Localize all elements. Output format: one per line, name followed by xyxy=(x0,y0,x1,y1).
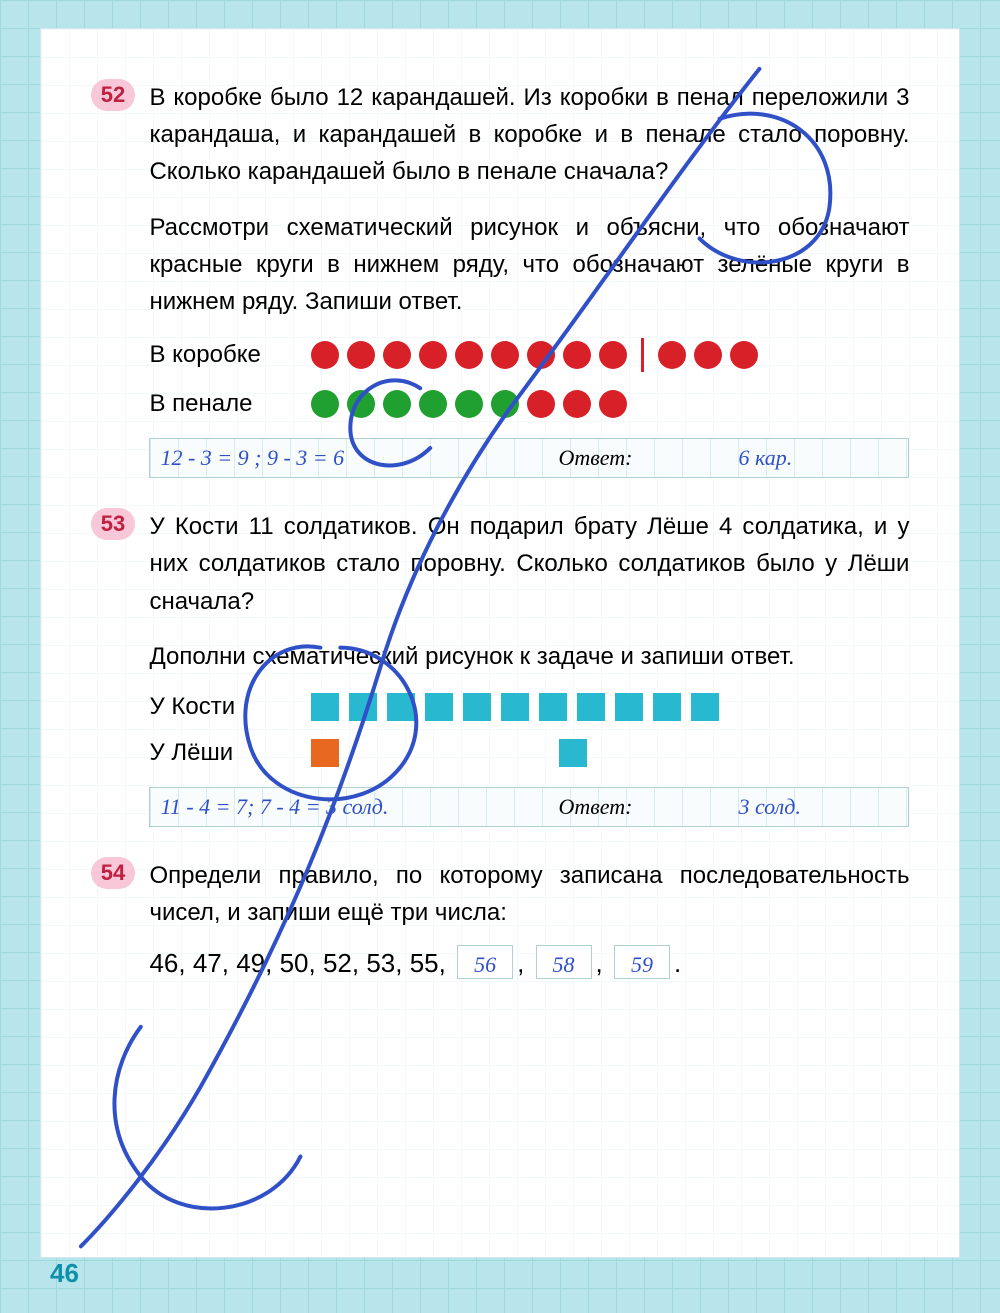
row-label-case: В пенале xyxy=(149,390,299,418)
red-circle xyxy=(730,341,758,369)
answer-label: Ответ: xyxy=(558,445,738,471)
cyan-square xyxy=(387,693,415,721)
cyan-square xyxy=(349,693,377,721)
green-circle xyxy=(347,390,375,418)
cyan-square xyxy=(653,693,681,721)
seq-given: 50 xyxy=(280,948,309,978)
green-circle xyxy=(491,390,519,418)
sequence-row: 46, 47, 49, 50, 52, 53, 55, 56, 58, 59. xyxy=(149,943,909,985)
squares-row-2 xyxy=(311,739,587,767)
red-circle xyxy=(599,341,627,369)
squares-row-1 xyxy=(311,693,719,721)
seq-given: 49 xyxy=(236,948,265,978)
task-number-badge: 54 xyxy=(91,857,135,889)
seq-given: 53 xyxy=(366,948,395,978)
task-number-badge: 53 xyxy=(91,508,135,540)
task-53-row-lesha: У Лёши xyxy=(149,739,909,767)
answer-label: Ответ: xyxy=(558,794,738,820)
cyan-square xyxy=(311,693,339,721)
red-circle xyxy=(599,390,627,418)
task-53: 53 У Кости 11 солдатиков. Он подарил бра… xyxy=(91,508,919,827)
seq-trailing: . xyxy=(674,948,681,978)
task-52-row-case: В пенале xyxy=(149,390,909,418)
cyan-square xyxy=(501,693,529,721)
separator-bar xyxy=(641,338,644,372)
task-53-text-2: Дополни схематический рисунок к задаче и… xyxy=(149,638,909,675)
row-label-lesha: У Лёши xyxy=(149,739,299,767)
red-circle xyxy=(563,390,591,418)
cyan-square xyxy=(539,693,567,721)
cyan-square xyxy=(615,693,643,721)
workbook-page: 52 В коробке было 12 карандашей. Из коро… xyxy=(40,28,960,1258)
cyan-square xyxy=(691,693,719,721)
cyan-square xyxy=(463,693,491,721)
circles-row-1 xyxy=(311,338,758,372)
seq-given: 55 xyxy=(410,948,439,978)
task-52-row-box: В коробке xyxy=(149,338,909,372)
green-circle xyxy=(383,390,411,418)
red-circle xyxy=(383,341,411,369)
seq-answer: 59 xyxy=(631,952,653,977)
task-53-text-1: У Кости 11 солдатиков. Он подарил брату … xyxy=(149,508,909,620)
green-circle xyxy=(311,390,339,418)
task-number-badge: 52 xyxy=(91,79,135,111)
red-circle xyxy=(527,341,555,369)
circles-row-2 xyxy=(311,390,627,418)
seq-given: 47 xyxy=(193,948,222,978)
task-52-text-2: Рассмотри схематический рисунок и объясн… xyxy=(149,209,909,321)
seq-given: 52 xyxy=(323,948,352,978)
task-52-calc: 12 - 3 = 9 ; 9 - 3 = 6 xyxy=(160,445,558,471)
seq-answer: 56 xyxy=(474,952,496,977)
task-52: 52 В коробке было 12 карандашей. Из коро… xyxy=(91,79,919,478)
red-circle xyxy=(311,341,339,369)
task-53-answer: 3 солд. xyxy=(738,794,898,820)
row-label-box: В коробке xyxy=(149,341,299,369)
seq-given: 46 xyxy=(149,948,178,978)
red-circle xyxy=(563,341,591,369)
task-52-answer: 6 кар. xyxy=(738,445,898,471)
red-circle xyxy=(491,341,519,369)
red-circle xyxy=(347,341,375,369)
seq-answer-box: 58 xyxy=(536,945,592,979)
task-54-body: Определи правило, по которому записана п… xyxy=(149,857,909,985)
red-circle xyxy=(455,341,483,369)
red-circle xyxy=(694,341,722,369)
row-label-kostya: У Кости xyxy=(149,693,299,721)
seq-answer-box: 59 xyxy=(614,945,670,979)
seq-answer: 58 xyxy=(553,952,575,977)
red-circle xyxy=(419,341,447,369)
cyan-square xyxy=(425,693,453,721)
task-53-row-kostya: У Кости xyxy=(149,693,909,721)
cyan-square xyxy=(559,739,587,767)
cyan-square xyxy=(577,693,605,721)
green-circle xyxy=(419,390,447,418)
task-54-text: Определи правило, по которому записана п… xyxy=(149,857,909,931)
task-52-answer-row: 12 - 3 = 9 ; 9 - 3 = 6 Ответ: 6 кар. xyxy=(149,438,909,478)
task-53-answer-row: 11 - 4 = 7; 7 - 4 = 3 солд. Ответ: 3 сол… xyxy=(149,787,909,827)
green-circle xyxy=(455,390,483,418)
seq-answer-box: 56 xyxy=(457,945,513,979)
task-52-body: В коробке было 12 карандашей. Из коробки… xyxy=(149,79,909,478)
task-53-body: У Кости 11 солдатиков. Он подарил брату … xyxy=(149,508,909,827)
task-52-text-1: В коробке было 12 карандашей. Из коробки… xyxy=(149,79,909,191)
task-54: 54 Определи правило, по которому записан… xyxy=(91,857,919,985)
orange-square xyxy=(311,739,339,767)
red-circle xyxy=(658,341,686,369)
task-53-calc: 11 - 4 = 7; 7 - 4 = 3 солд. xyxy=(160,794,558,820)
red-circle xyxy=(527,390,555,418)
page-number: 46 xyxy=(50,1258,79,1289)
